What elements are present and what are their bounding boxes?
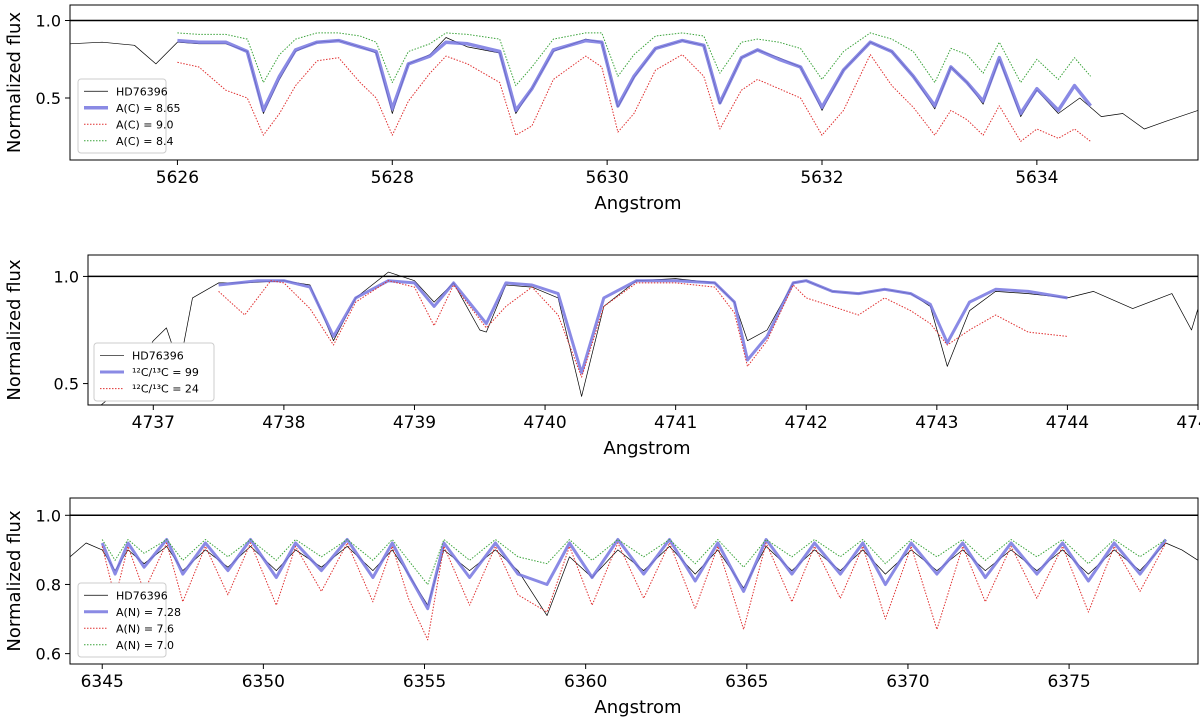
x-tick-label: 6370 xyxy=(886,672,929,692)
legend: HD76396 A(N) = 7.28 A(N) = 7.6 A(N) = 7.0 xyxy=(77,582,181,658)
legend-label: A(N) = 7.0 xyxy=(116,639,174,652)
x-tick-label: 6375 xyxy=(1047,672,1090,692)
x-tick-label: 5626 xyxy=(156,168,199,188)
legend-label: HD76396 xyxy=(116,589,168,602)
legend-label: ¹²C/¹³C = 99 xyxy=(132,366,199,379)
legend-label: A(C) = 8.4 xyxy=(116,135,174,148)
panel-1: 5626 5628 5630 5632 5634 0.5 1.0 Angstrom Normal… xyxy=(4,4,1199,214)
series-line-1 xyxy=(70,37,1198,130)
x-tick-label: 4742 xyxy=(785,413,828,433)
x-tick-label: 4744 xyxy=(1046,413,1089,433)
series-line-4 xyxy=(101,539,1167,585)
y-tick-label: 1.0 xyxy=(36,12,61,31)
y-axis-label: Normalized flux xyxy=(4,12,25,154)
series-line-2 xyxy=(218,279,1068,375)
y-axis-label: Normalized flux xyxy=(4,510,25,652)
legend-label: A(C) = 8.65 xyxy=(116,102,181,115)
legend-label: A(C) = 9.0 xyxy=(116,118,174,131)
legend-box xyxy=(77,582,167,658)
legend-box xyxy=(77,78,167,154)
plot-frame xyxy=(69,497,1199,665)
legend-label: HD76396 xyxy=(116,85,168,98)
x-axis-label: Angstrom xyxy=(594,193,681,214)
plot-frame xyxy=(87,254,1199,406)
series-line-4 xyxy=(177,32,1091,87)
legend-box xyxy=(93,342,215,402)
x-tick-label: 5632 xyxy=(800,168,843,188)
y-axis-label: Normalized flux xyxy=(4,259,25,401)
x-tick-label: 5628 xyxy=(371,168,414,188)
legend-label: A(N) = 7.28 xyxy=(116,606,181,619)
y-tick-label: 1.0 xyxy=(54,267,79,286)
x-tick-label: 6345 xyxy=(81,672,124,692)
legend: HD76396 ¹²C/¹³C = 99 ¹²C/¹³C = 24 xyxy=(93,342,215,402)
legend-label: HD76396 xyxy=(132,349,184,362)
panel-3: 6345 6350 6355 6360 6365 6370 6375 0.6 0.8 1.0 Ang… xyxy=(4,497,1199,718)
x-axis-label: Angstrom xyxy=(594,697,681,718)
y-tick-label: 0.5 xyxy=(36,89,61,108)
series-line-2 xyxy=(177,38,1092,116)
x-tick-label: 4743 xyxy=(915,413,958,433)
x-tick-label: 4738 xyxy=(262,413,305,433)
legend-label: A(N) = 7.6 xyxy=(116,622,174,635)
x-tick-label: 6365 xyxy=(725,672,768,692)
series-line-2 xyxy=(100,538,1168,611)
y-tick-label: 1.0 xyxy=(36,506,61,525)
series-line-3 xyxy=(177,54,1091,142)
legend: HD76396 A(C) = 8.65 A(C) = 9.0 A(C) = 8.4 xyxy=(77,78,181,154)
y-tick-label: 0.8 xyxy=(36,575,61,594)
x-tick-label: 4739 xyxy=(393,413,436,433)
x-tick-label: 4737 xyxy=(132,413,175,433)
y-tick-label: 0.5 xyxy=(54,375,79,394)
panel-2: 4737 4738 4739 4740 4741 4742 4743 4744 4745 0.5 1… xyxy=(4,254,1200,459)
x-tick-label: 5634 xyxy=(1015,168,1058,188)
series-line-3 xyxy=(218,280,1068,378)
x-tick-label: 6360 xyxy=(564,672,607,692)
x-tick-label: 6355 xyxy=(403,672,446,692)
y-tick-label: 0.6 xyxy=(36,645,61,664)
series-line-3 xyxy=(101,542,1167,641)
x-tick-label: 6350 xyxy=(242,672,285,692)
plot-frame xyxy=(69,4,1199,161)
x-tick-label: 4741 xyxy=(654,413,697,433)
x-tick-label: 4745 xyxy=(1176,413,1200,433)
x-axis-label: Angstrom xyxy=(603,438,690,459)
series-line-1 xyxy=(100,271,1198,405)
x-tick-label: 4740 xyxy=(523,413,566,433)
x-tick-label: 5630 xyxy=(586,168,629,188)
legend-label: ¹²C/¹³C = 24 xyxy=(132,383,199,396)
